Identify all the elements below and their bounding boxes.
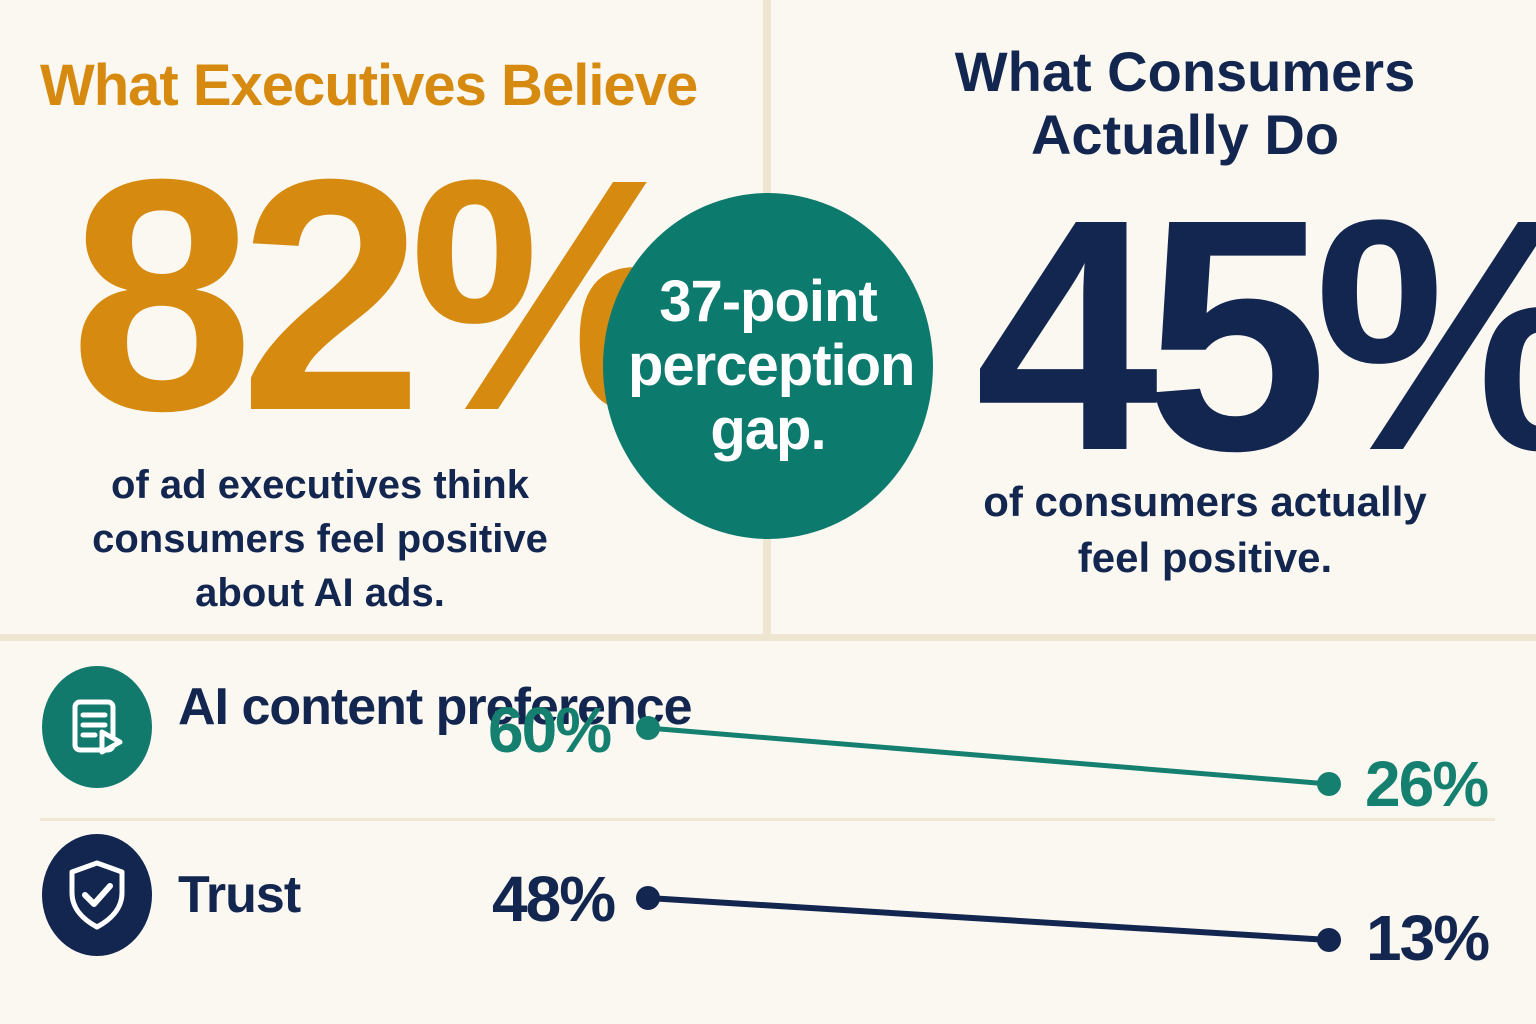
trust-executive-value: 48% [492,863,616,935]
gap-badge: 37-point perception gap. [603,193,933,539]
trust-executive-dot [636,886,660,910]
executives-description: of ad executives think consumers feel po… [92,463,548,615]
ai-content-line [647,725,1330,787]
document-play-icon [42,666,152,788]
row-label-ai-content: AI content preference [178,678,693,736]
ai-content-consumer-value: 26% [1365,748,1489,820]
horizontal-divider [0,634,1536,641]
ai-content-consumer-dot [1317,772,1341,796]
consumers-title: What Consumers Actually Do [954,40,1416,166]
trust-consumer-value: 13% [1366,902,1490,974]
ai-content-executive-dot [636,716,660,740]
row-label-trust: Trust [178,866,301,924]
executives-title: What Executives Believe [40,53,698,118]
trust-line [647,895,1330,943]
row-divider [40,818,1495,821]
consumers-description: of consumers actually feel positive. [983,478,1427,581]
gap-text: 37-point perception gap. [628,269,916,462]
ai-content-executive-value: 60% [488,694,612,766]
shield-check-icon [42,834,152,956]
trust-consumer-dot [1317,928,1341,952]
consumers-value: 45% [975,150,1536,519]
